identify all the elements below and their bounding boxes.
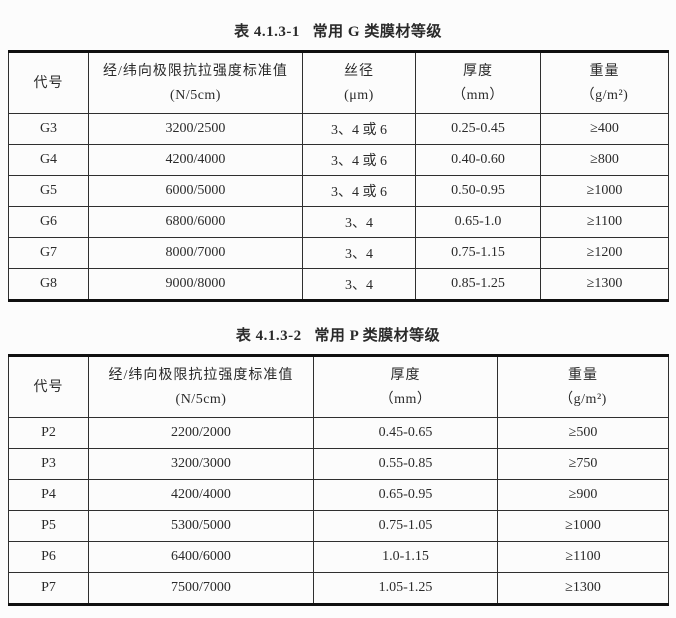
cell-code: P6 (8, 541, 89, 573)
cell-weight: ≥1000 (497, 510, 669, 542)
header-label: 重量 (568, 367, 598, 383)
table-row: P3 3200/3000 0.55-0.85 ≥750 (8, 448, 669, 480)
table-header-row: 代号 经/纬向极限抗拉强度标准值 (N/5cm) 丝径 (μm) 厚度 （mm）… (8, 51, 669, 114)
header-cell-thickness: 厚度 （mm） (415, 51, 541, 114)
cell-strength: 5300/5000 (88, 510, 314, 542)
cell-strength: 8000/7000 (88, 237, 303, 269)
header-cell-code: 代号 (8, 51, 89, 114)
cell-thickness: 0.75-1.05 (313, 510, 498, 542)
cell-weight: ≥1200 (540, 237, 669, 269)
table-row: G5 6000/5000 3、4 或 6 0.50-0.95 ≥1000 (8, 175, 669, 207)
cell-thickness: 0.55-0.85 (313, 448, 498, 480)
cell-weight: ≥800 (540, 144, 669, 176)
cell-filament-diameter: 3、4 (302, 206, 416, 238)
cell-code: P7 (8, 572, 89, 605)
cell-strength: 9000/8000 (88, 268, 303, 301)
cell-strength: 6400/6000 (88, 541, 314, 573)
table-header-row: 代号 经/纬向极限抗拉强度标准值 (N/5cm) 厚度 （mm） 重量 （g/m… (8, 355, 669, 418)
cell-strength: 4200/4000 (88, 144, 303, 176)
header-label: 丝径 (344, 63, 374, 79)
header-unit: （mm） (379, 391, 432, 407)
table-row: P7 7500/7000 1.05-1.25 ≥1300 (8, 572, 669, 605)
cell-filament-diameter: 3、4 (302, 237, 416, 269)
cell-weight: ≥900 (497, 479, 669, 511)
cell-filament-diameter: 3、4 (302, 268, 416, 301)
table-p-class: 代号 经/纬向极限抗拉强度标准值 (N/5cm) 厚度 （mm） 重量 （g/m… (8, 354, 669, 606)
cell-thickness: 0.65-0.95 (313, 479, 498, 511)
header-unit: (N/5cm) (170, 87, 221, 103)
header-label: 厚度 (463, 63, 493, 79)
cell-weight: ≥400 (540, 113, 669, 145)
cell-code: G6 (8, 206, 89, 238)
header-cell-weight: 重量 （g/m²) (497, 355, 669, 418)
table-row: G4 4200/4000 3、4 或 6 0.40-0.60 ≥800 (8, 144, 669, 176)
cell-code: G8 (8, 268, 89, 301)
cell-filament-diameter: 3、4 或 6 (302, 113, 416, 145)
table-g-class: 代号 经/纬向极限抗拉强度标准值 (N/5cm) 丝径 (μm) 厚度 （mm）… (8, 50, 669, 302)
cell-weight: ≥500 (497, 417, 669, 449)
header-cell-code: 代号 (8, 355, 89, 418)
cell-thickness: 1.05-1.25 (313, 572, 498, 605)
cell-thickness: 0.25-0.45 (415, 113, 541, 145)
table-row: G3 3200/2500 3、4 或 6 0.25-0.45 ≥400 (8, 113, 669, 145)
header-unit: (N/5cm) (175, 391, 227, 407)
table-row: P2 2200/2000 0.45-0.65 ≥500 (8, 417, 669, 449)
cell-thickness: 0.45-0.65 (313, 417, 498, 449)
cell-thickness: 0.50-0.95 (415, 175, 541, 207)
header-cell-weight: 重量 （g/m²) (540, 51, 669, 114)
cell-weight: ≥1100 (540, 206, 669, 238)
cell-weight: ≥1300 (540, 268, 669, 301)
cell-code: G5 (8, 175, 89, 207)
cell-strength: 2200/2000 (88, 417, 314, 449)
cell-weight: ≥750 (497, 448, 669, 480)
table-g-class-title: 表 4.1.3-1 常用 G 类膜材等级 (234, 24, 442, 40)
header-label: 厚度 (390, 367, 421, 383)
cell-filament-diameter: 3、4 或 6 (302, 175, 416, 207)
header-cell-strength: 经/纬向极限抗拉强度标准值 (N/5cm) (88, 355, 314, 418)
header-unit: （g/m²) (580, 87, 629, 103)
table-row: P6 6400/6000 1.0-1.15 ≥1100 (8, 541, 669, 573)
table-row: P4 4200/4000 0.65-0.95 ≥900 (8, 479, 669, 511)
cell-strength: 6000/5000 (88, 175, 303, 207)
header-unit: (μm) (344, 87, 374, 103)
cell-thickness: 1.0-1.15 (313, 541, 498, 573)
cell-code: P3 (8, 448, 89, 480)
header-unit: （g/m²) (559, 391, 607, 407)
header-label: 经/纬向极限抗拉强度标准值 (108, 367, 294, 383)
header-cell-strength: 经/纬向极限抗拉强度标准值 (N/5cm) (88, 51, 303, 114)
cell-filament-diameter: 3、4 或 6 (302, 144, 416, 176)
header-label: 代号 (33, 379, 64, 395)
table-row: G7 8000/7000 3、4 0.75-1.15 ≥1200 (8, 237, 669, 269)
cell-code: P4 (8, 479, 89, 511)
cell-weight: ≥1300 (497, 572, 669, 605)
cell-strength: 7500/7000 (88, 572, 314, 605)
table-row: P5 5300/5000 0.75-1.05 ≥1000 (8, 510, 669, 542)
cell-code: P5 (8, 510, 89, 542)
cell-thickness: 0.85-1.25 (415, 268, 541, 301)
header-cell-filament-diameter: 丝径 (μm) (302, 51, 416, 114)
header-label: 代号 (33, 75, 64, 91)
table-row: G8 9000/8000 3、4 0.85-1.25 ≥1300 (8, 268, 669, 301)
cell-strength: 4200/4000 (88, 479, 314, 511)
cell-code: G4 (8, 144, 89, 176)
header-cell-thickness: 厚度 （mm） (313, 355, 498, 418)
cell-code: G7 (8, 237, 89, 269)
header-label: 重量 (589, 63, 620, 79)
table-row: G6 6800/6000 3、4 0.65-1.0 ≥1100 (8, 206, 669, 238)
cell-strength: 3200/2500 (88, 113, 303, 145)
cell-code: P2 (8, 417, 89, 449)
cell-weight: ≥1000 (540, 175, 669, 207)
cell-thickness: 0.40-0.60 (415, 144, 541, 176)
cell-strength: 6800/6000 (88, 206, 303, 238)
cell-strength: 3200/3000 (88, 448, 314, 480)
header-unit: （mm） (452, 87, 504, 103)
cell-thickness: 0.75-1.15 (415, 237, 541, 269)
table-p-class-title: 表 4.1.3-2 常用 P 类膜材等级 (235, 328, 441, 344)
cell-code: G3 (8, 113, 89, 145)
cell-thickness: 0.65-1.0 (415, 206, 541, 238)
cell-weight: ≥1100 (497, 541, 669, 573)
header-label: 经/纬向极限抗拉强度标准值 (103, 63, 288, 79)
